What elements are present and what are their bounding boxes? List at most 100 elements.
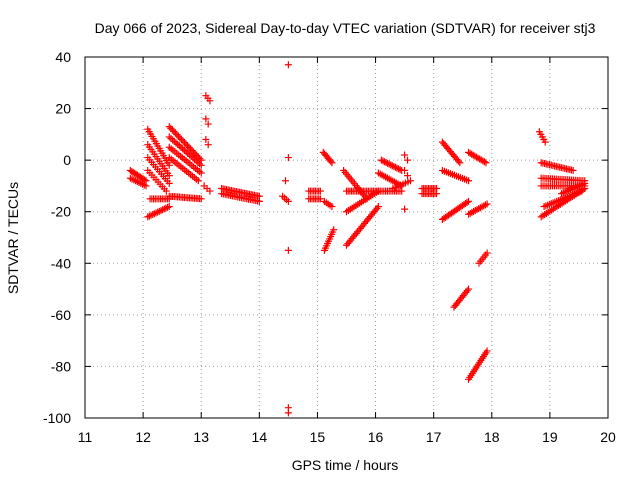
x-tick-label: 14 — [252, 429, 268, 445]
data-point-plus — [202, 115, 210, 123]
y-tick-label: -20 — [51, 204, 71, 220]
data-point-plus — [197, 169, 205, 177]
data-point-plus — [377, 156, 385, 164]
y-axis-label: SDTVAR / TECUs — [5, 182, 21, 294]
data-point-plus — [204, 120, 212, 128]
data-point-plus — [167, 124, 175, 132]
data-point-plus — [401, 151, 409, 159]
data-point-plus — [159, 206, 167, 214]
data-point-plus — [581, 179, 589, 187]
data-point-plus — [174, 132, 182, 140]
data-point-plus — [180, 146, 188, 154]
data-point-plus — [388, 162, 396, 170]
data-point-plus — [162, 204, 170, 212]
data-point-plus — [167, 134, 175, 142]
data-point-plus — [169, 136, 177, 144]
data-point-plus — [149, 210, 157, 218]
x-tick-label: 15 — [310, 429, 326, 445]
data-point-plus — [179, 137, 187, 145]
y-tick-label: -60 — [51, 307, 71, 323]
x-axis-label: GPS time / hours — [292, 457, 399, 473]
data-point-plus — [406, 177, 414, 185]
chart-title: Day 066 of 2023, Sidereal Day-to-day VTE… — [95, 20, 596, 36]
data-point-plus — [173, 131, 181, 139]
data-point-plus — [401, 205, 409, 213]
data-point-plus — [284, 61, 292, 69]
data-points — [126, 61, 589, 417]
x-tick-label: 19 — [542, 429, 558, 445]
data-point-plus — [194, 158, 202, 166]
data-point-plus — [182, 148, 190, 156]
data-point-plus — [165, 123, 173, 131]
data-point-plus — [182, 140, 190, 148]
data-point-plus — [176, 134, 184, 142]
y-tick-label: -40 — [51, 255, 71, 271]
data-point-plus — [373, 204, 381, 212]
data-point-plus — [165, 133, 173, 141]
data-point-plus — [404, 172, 412, 180]
data-point-plus — [404, 156, 412, 164]
grid-lines — [85, 57, 608, 418]
data-point-plus — [196, 160, 204, 168]
data-point-plus — [190, 155, 198, 163]
data-point-plus — [142, 182, 150, 190]
y-tick-label: -100 — [43, 410, 71, 426]
y-tick-label: 40 — [55, 49, 71, 65]
data-point-plus — [155, 207, 163, 215]
data-point-plus — [316, 187, 324, 195]
data-point-plus — [569, 166, 577, 174]
data-point-plus — [187, 152, 195, 160]
axis-ticks — [84, 56, 609, 419]
data-point-plus — [330, 226, 338, 234]
y-tick-label: -80 — [51, 358, 71, 374]
data-point-plus — [177, 135, 185, 143]
data-point-plus — [192, 157, 200, 165]
data-point-plus — [390, 162, 398, 170]
data-point-plus — [170, 137, 178, 145]
data-point-plus — [206, 187, 214, 195]
data-point-plus — [177, 143, 185, 151]
data-point-plus — [154, 208, 162, 216]
data-point-plus — [327, 157, 335, 165]
data-point-plus — [190, 148, 198, 156]
data-point-plus — [284, 246, 292, 254]
data-point-plus — [197, 161, 205, 169]
data-point-plus — [284, 409, 292, 417]
tick-labels: 11 12 13 14 15 16 17 18 19 20 -100 -80 -60 -40 -20 0 20 4… — [43, 49, 616, 445]
data-point-plus — [482, 159, 490, 167]
data-point-plus — [456, 159, 464, 167]
x-tick-label: 18 — [484, 429, 500, 445]
data-point-plus — [165, 172, 173, 180]
data-point-plus — [374, 203, 382, 211]
data-point-plus — [145, 212, 153, 220]
data-point-plus — [206, 97, 214, 105]
data-point-plus — [194, 177, 202, 185]
data-point-plus — [578, 187, 586, 195]
data-point-plus — [144, 213, 152, 221]
data-point-plus — [393, 164, 401, 172]
data-point-plus — [162, 187, 170, 195]
data-point-plus — [184, 149, 192, 157]
data-point-plus — [152, 209, 160, 217]
x-tick-label: 11 — [78, 429, 93, 445]
data-point-plus — [197, 195, 205, 203]
data-point-plus — [165, 203, 173, 211]
data-point-plus — [150, 210, 158, 218]
data-point-plus — [454, 157, 462, 165]
data-point-plus — [164, 203, 172, 211]
data-point-plus — [147, 211, 155, 219]
data-point-plus — [204, 141, 212, 149]
y-tick-label: 0 — [63, 152, 71, 168]
x-tick-label: 12 — [135, 429, 151, 445]
data-point-plus — [401, 166, 409, 174]
data-point-plus — [385, 160, 393, 168]
y-tick-label: 20 — [55, 101, 71, 117]
data-point-plus — [465, 177, 473, 185]
data-point-plus — [483, 347, 491, 355]
data-point-plus — [184, 142, 192, 150]
data-point-plus — [175, 142, 183, 150]
data-point-plus — [328, 159, 336, 167]
data-point-plus — [187, 145, 195, 153]
data-point-plus — [463, 198, 471, 206]
